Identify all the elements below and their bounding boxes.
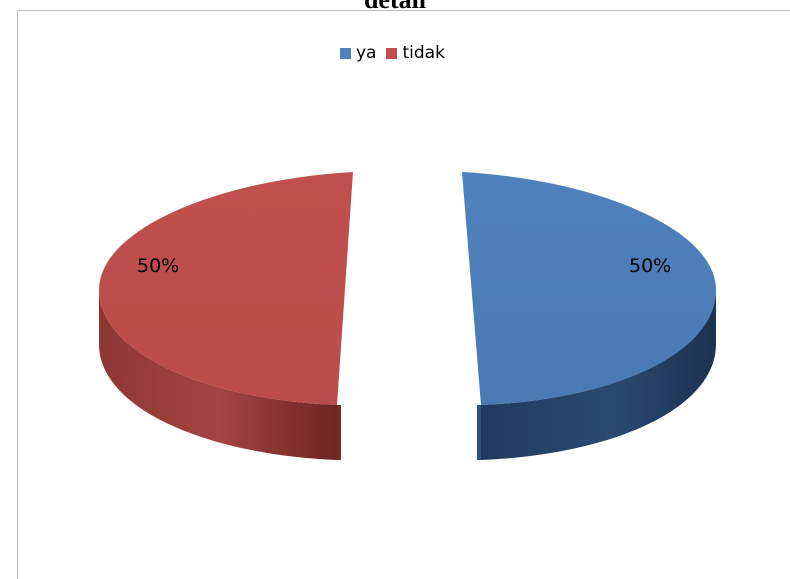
slice-edge-ya xyxy=(477,405,481,460)
slice-edge-tidak xyxy=(337,405,341,460)
data-label-tidak: 50% xyxy=(137,255,179,277)
data-label-ya: 50% xyxy=(629,255,671,277)
